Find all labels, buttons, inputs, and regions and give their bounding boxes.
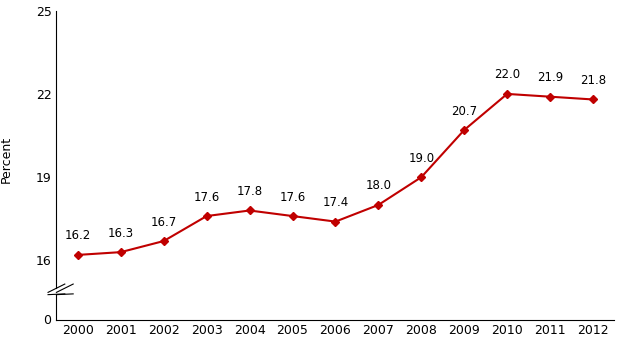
Text: 16.2: 16.2 bbox=[65, 229, 91, 242]
Text: 17.8: 17.8 bbox=[236, 185, 263, 198]
Text: 16.3: 16.3 bbox=[108, 226, 134, 240]
Text: 16.7: 16.7 bbox=[150, 215, 177, 229]
Text: 21.9: 21.9 bbox=[537, 71, 563, 84]
Text: 21.8: 21.8 bbox=[580, 74, 606, 87]
Text: 22.0: 22.0 bbox=[494, 69, 520, 81]
Text: 17.6: 17.6 bbox=[280, 191, 305, 203]
Text: 19.0: 19.0 bbox=[408, 152, 435, 165]
Text: 17.6: 17.6 bbox=[194, 191, 220, 203]
Text: 18.0: 18.0 bbox=[366, 180, 391, 192]
Text: 20.7: 20.7 bbox=[451, 104, 477, 118]
Text: Percent: Percent bbox=[0, 136, 13, 183]
Text: 17.4: 17.4 bbox=[322, 196, 349, 209]
